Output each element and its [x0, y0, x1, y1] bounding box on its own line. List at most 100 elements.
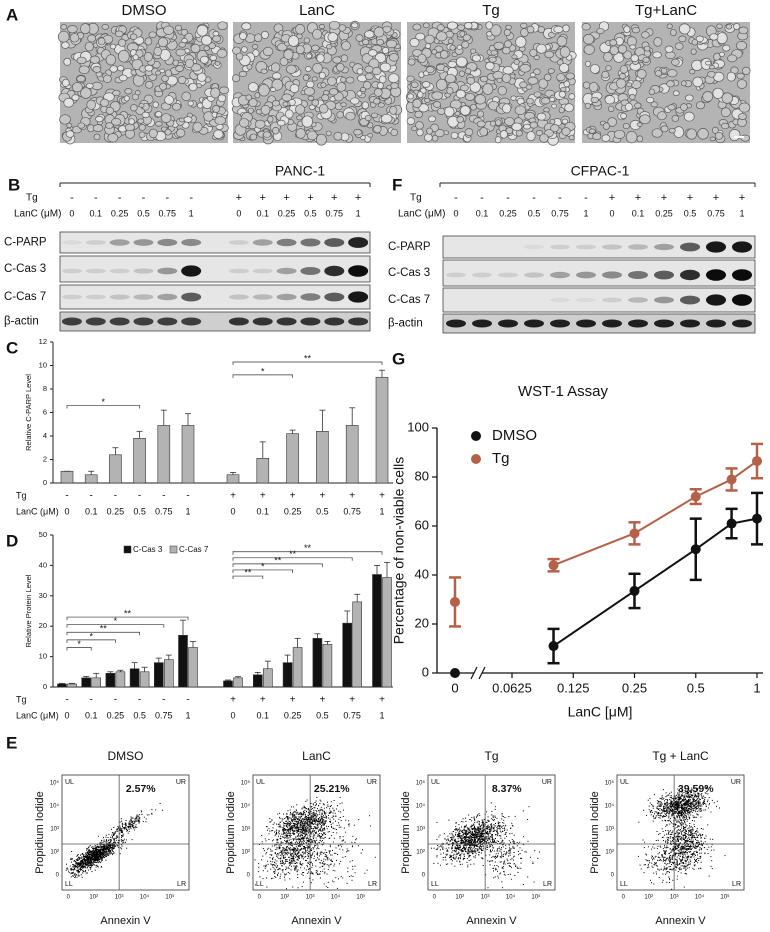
event-dot — [151, 813, 153, 815]
event-dot — [303, 825, 305, 827]
event-dot — [305, 816, 307, 818]
event-dot — [86, 867, 88, 869]
cell — [592, 132, 602, 141]
tg-sign: + — [609, 192, 615, 204]
cell — [603, 52, 613, 62]
event-dot — [292, 856, 294, 857]
event-dot — [162, 809, 163, 811]
event-dot — [289, 833, 291, 835]
event-dot — [77, 854, 78, 856]
event-dot — [115, 839, 117, 841]
cell — [390, 128, 398, 137]
event-dot — [271, 858, 273, 859]
event-dot — [95, 846, 97, 848]
event-dot — [78, 857, 79, 859]
event-dot — [304, 829, 306, 831]
lanc-value: 0.75 — [707, 208, 725, 218]
event-dot — [330, 811, 332, 813]
event-dot — [297, 859, 299, 861]
event-dot — [100, 858, 102, 859]
tg-sign: - — [114, 491, 117, 502]
event-dot — [291, 844, 293, 846]
event-dot — [334, 863, 336, 865]
event-dot — [321, 835, 322, 837]
event-dot — [303, 872, 305, 873]
cell — [321, 94, 330, 102]
event-dot — [79, 871, 81, 872]
tg-sign: - — [186, 695, 189, 706]
event-dot — [306, 799, 308, 801]
event-dot — [96, 851, 98, 853]
cell — [379, 62, 392, 72]
significance-bracket — [232, 361, 383, 365]
event-dot — [309, 863, 311, 865]
event-dot — [314, 846, 316, 848]
event-dot — [342, 856, 344, 858]
event-dot — [286, 835, 287, 837]
cell — [514, 105, 527, 116]
event-dot — [305, 849, 306, 851]
cell — [248, 98, 258, 108]
lanc-value: 0.1 — [632, 208, 645, 218]
event-dot — [286, 859, 288, 861]
cell — [607, 117, 618, 127]
x-tick-label: 0.0625 — [492, 680, 532, 695]
event-dot — [315, 819, 317, 820]
event-dot — [120, 818, 122, 820]
event-dot — [305, 832, 307, 834]
error-bar — [180, 619, 186, 636]
event-dot — [315, 860, 317, 862]
band — [252, 239, 273, 246]
event-dot — [298, 822, 300, 824]
event-dot — [135, 826, 137, 828]
event-dot — [103, 846, 105, 848]
event-dot — [134, 827, 136, 829]
cell — [306, 80, 315, 89]
event-dot — [294, 827, 296, 829]
event-dot — [113, 839, 115, 841]
event-dot — [313, 819, 315, 821]
event-dot — [270, 848, 272, 850]
event-dot — [269, 818, 271, 820]
event-dot — [98, 849, 100, 851]
cell — [212, 35, 222, 43]
event-dot — [466, 836, 467, 838]
event-dot — [292, 830, 294, 831]
micrograph-label: Tg — [482, 2, 500, 19]
event-dot — [306, 842, 308, 844]
event-dot — [272, 864, 274, 865]
cell — [308, 104, 316, 110]
bar — [129, 668, 140, 688]
event-dot — [282, 829, 284, 831]
cell — [568, 93, 576, 100]
band — [680, 242, 700, 252]
event-dot — [115, 841, 117, 843]
error-bar — [230, 472, 236, 475]
cell — [629, 93, 636, 101]
event-dot — [294, 811, 296, 812]
event-dot — [332, 827, 334, 829]
event-dot — [279, 821, 281, 823]
event-dot — [327, 887, 329, 888]
cell — [277, 119, 286, 127]
cell — [493, 41, 505, 50]
event-dot — [284, 849, 285, 851]
event-dot — [310, 822, 312, 824]
event-dot — [304, 812, 306, 814]
event-dot — [308, 844, 310, 846]
event-dot — [89, 862, 91, 863]
cell — [417, 53, 427, 64]
event-dot — [309, 812, 310, 814]
event-dot — [104, 852, 106, 853]
error-bar — [112, 447, 119, 455]
event-dot — [322, 834, 324, 836]
event-dot — [261, 841, 263, 843]
event-dot — [282, 834, 284, 836]
event-dot — [319, 803, 321, 804]
event-dot — [130, 824, 132, 826]
cell — [245, 94, 253, 101]
cell — [634, 102, 642, 109]
event-dot — [329, 805, 331, 807]
fit-line — [553, 460, 758, 567]
event-dot — [159, 803, 161, 804]
